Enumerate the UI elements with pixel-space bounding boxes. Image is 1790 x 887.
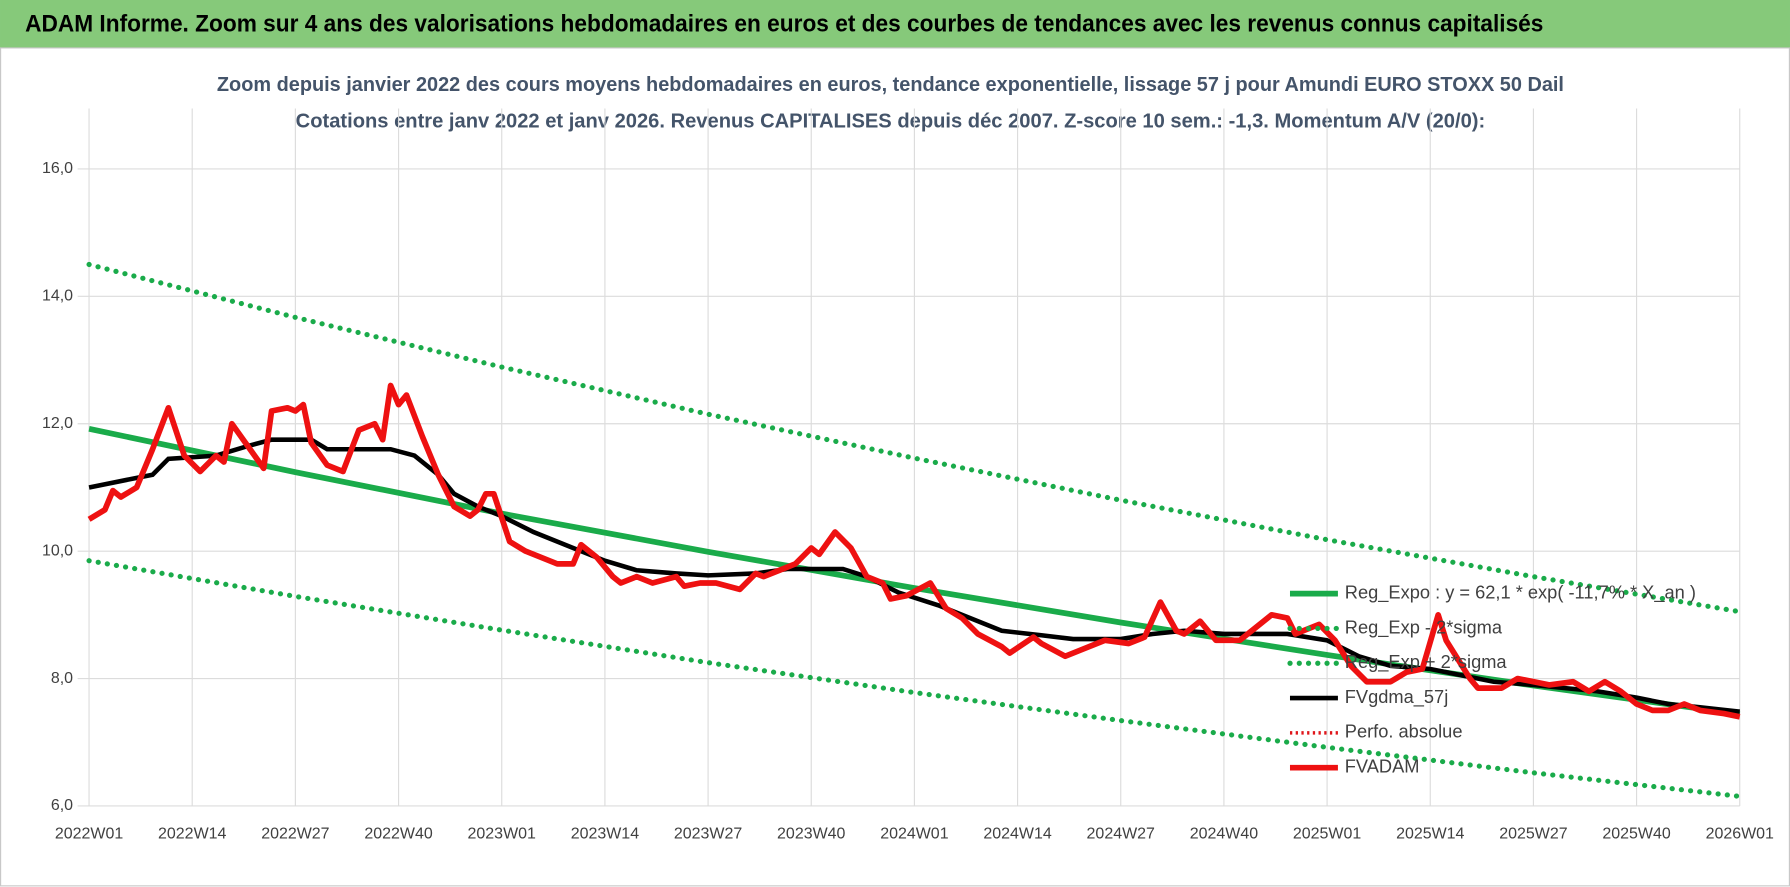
legend-label: Reg_Exp + 2*sigma	[1345, 651, 1508, 673]
x-tick-label: 2023W01	[468, 826, 536, 843]
x-tick-label: 2023W14	[571, 826, 639, 843]
legend-label: Perfo. absolue	[1345, 721, 1463, 742]
legend-label: Reg_Expo : y = 62,1 * exp( -11,7% * X_an…	[1345, 581, 1696, 603]
legend-label: Reg_Exp - 2*sigma	[1345, 616, 1503, 638]
header-bar	[0, 0, 1790, 48]
x-tick-label: 2024W40	[1190, 826, 1258, 843]
y-tick-label: 12,0	[42, 415, 73, 432]
x-tick-label: 2022W14	[158, 826, 226, 843]
legend-label: FVgdma_57j	[1345, 686, 1448, 708]
legend: Reg_Expo : y = 62,1 * exp( -11,7% * X_an…	[1287, 581, 1696, 777]
page-title: ADAM Informe. Zoom sur 4 ans des valoris…	[25, 10, 1543, 37]
legend-label: FVADAM	[1345, 756, 1420, 777]
x-tick-label: 2025W27	[1499, 826, 1567, 843]
x-tick-label: 2025W40	[1602, 826, 1670, 843]
chart-subtitle: Cotations entre janv 2022 et janv 2026. …	[296, 110, 1486, 133]
y-tick-label: 10,0	[42, 542, 73, 559]
grid: 6,0 8,0 10,0 12,0 14,0 16,0 2022W01 2022W14 2022…	[42, 108, 1774, 843]
chart-frame	[0, 47, 1790, 887]
x-tick-label: 2024W14	[983, 826, 1051, 843]
x-tick-label: 2026W01	[1706, 826, 1774, 843]
x-tick-label: 2022W40	[364, 826, 432, 843]
y-tick-label: 14,0	[42, 288, 73, 305]
x-tick-label: 2023W27	[674, 826, 742, 843]
y-tick-label: 6,0	[51, 797, 73, 814]
x-tick-label: 2024W01	[880, 826, 948, 843]
series-line	[86, 558, 1743, 799]
x-tick-label: 2025W14	[1396, 826, 1464, 843]
x-tick-label: 2024W27	[1087, 826, 1155, 843]
y-tick-label: 16,0	[42, 160, 73, 177]
plot-area	[86, 261, 1743, 799]
x-tick-label: 2022W01	[55, 826, 123, 843]
x-tick-label: 2023W40	[777, 826, 845, 843]
series-line	[87, 382, 1741, 720]
x-tick-label: 2025W01	[1293, 826, 1361, 843]
chart-subtitle: Zoom depuis janvier 2022 des cours moyen…	[217, 73, 1564, 96]
y-tick-label: 8,0	[51, 670, 73, 687]
x-tick-label: 2022W27	[261, 826, 329, 843]
